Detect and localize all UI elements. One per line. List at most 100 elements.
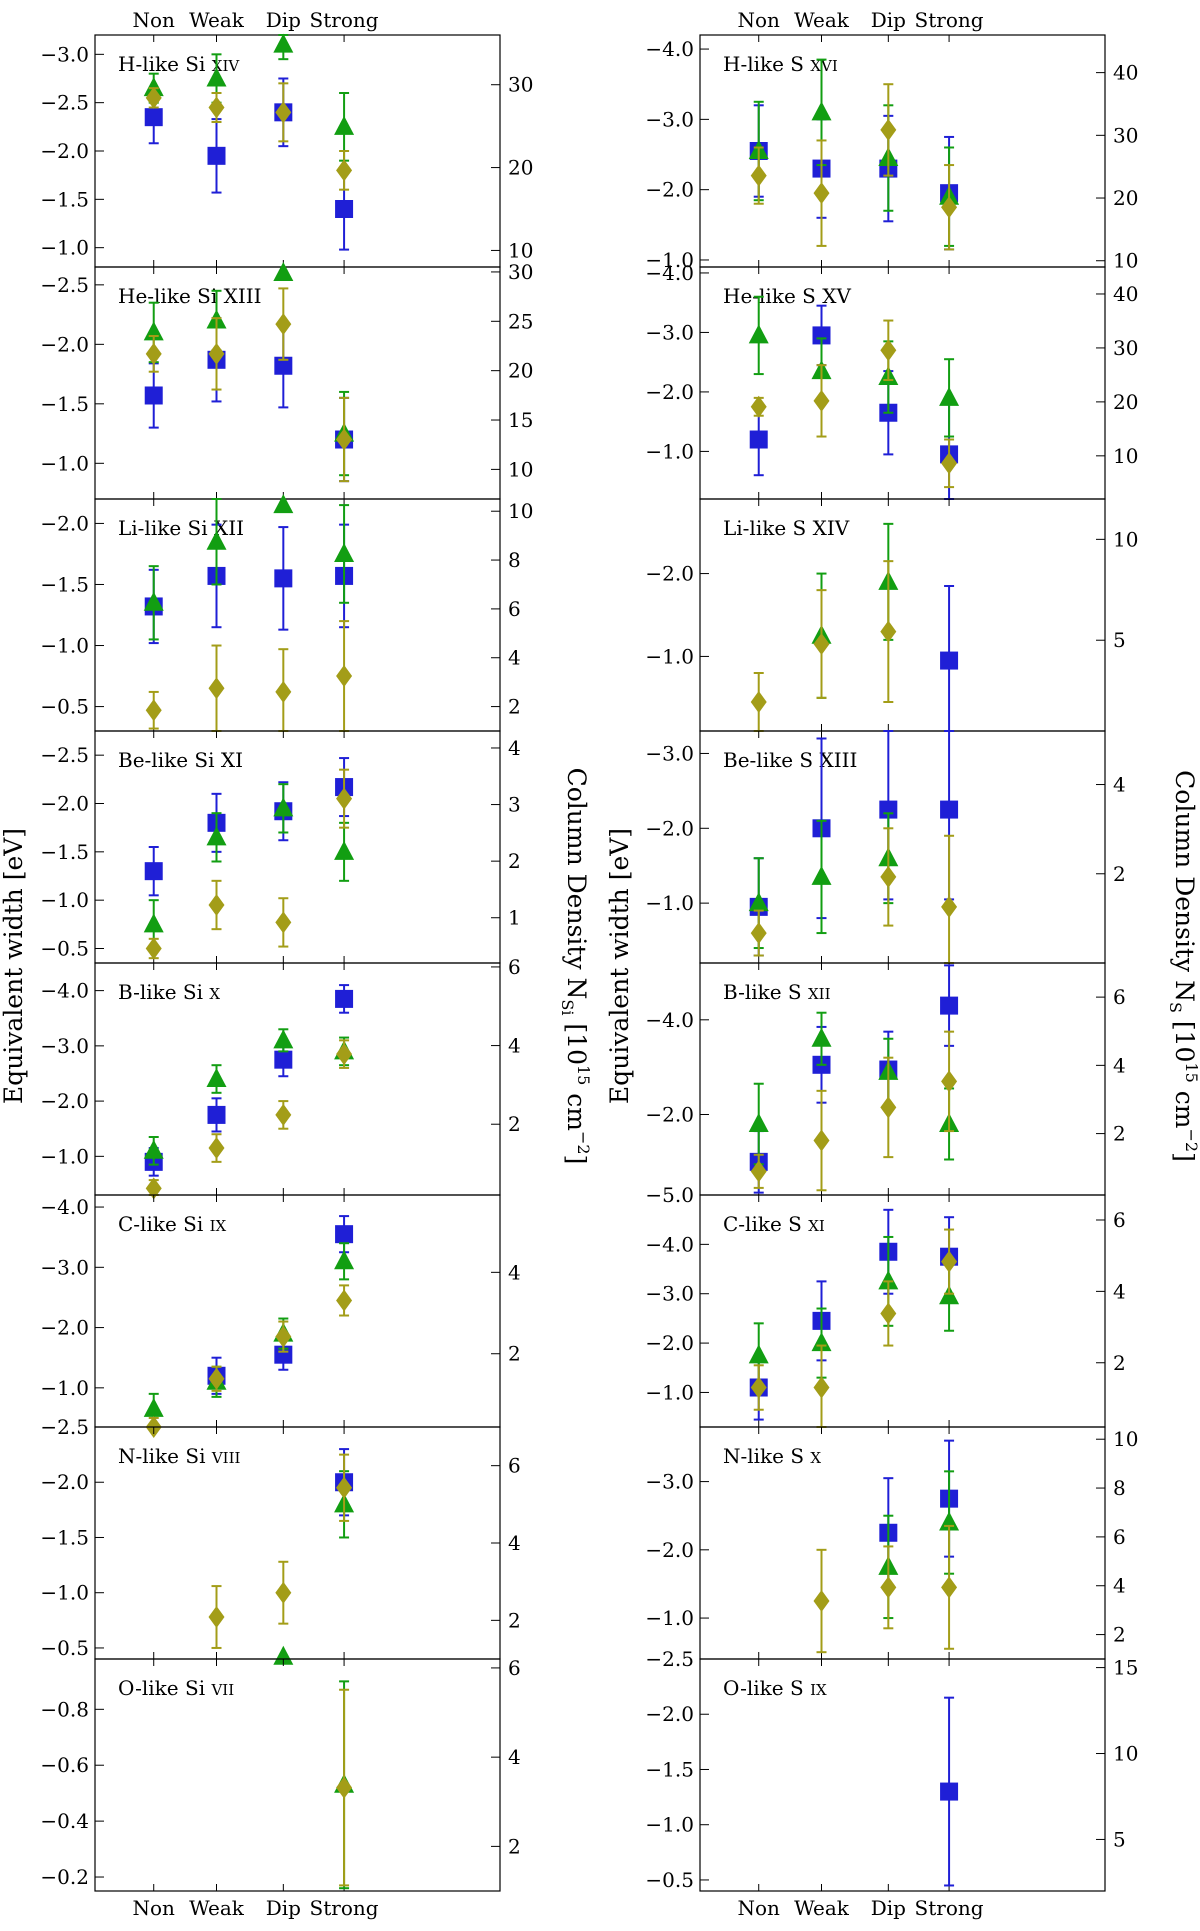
diamond-marker (208, 1367, 225, 1390)
bottom-category-label: Weak (189, 1896, 245, 1920)
right-tick-label: 4 (508, 646, 521, 670)
right-tick-label: 2 (508, 695, 521, 719)
top-category-label: Weak (794, 8, 850, 32)
triangle-marker (878, 1270, 899, 1290)
right-tick-label: 2 (1113, 862, 1126, 886)
square-marker (940, 996, 959, 1015)
panel-li-like-s-xiv: −1.0 −2.0 5 10 Li-like S XIV (645, 498, 1138, 732)
right-tick-label: 2 (508, 1112, 521, 1136)
left-tick-label: −2.5 (40, 273, 89, 297)
diamond-marker (208, 1137, 225, 1160)
right-tick-label: 10 (508, 238, 533, 262)
left-tick-label: −1.5 (40, 187, 89, 211)
diamond-marker (336, 1776, 353, 1799)
panel-li-like-si-xii: −0.5 −1.0 −1.5 −2.0 2 4 6 8 10 Li-like Si XII (40, 494, 533, 732)
panel-title: H-like S XVI (723, 52, 838, 76)
left-tick-label: −1.0 (40, 888, 89, 912)
right-tick-label: 20 (508, 156, 533, 180)
right-tick-label: 1 (508, 906, 521, 930)
right-tick-label: 10 (1113, 1742, 1138, 1766)
square-marker (335, 200, 354, 218)
triangle-marker (273, 261, 294, 281)
right-tick-label: 6 (508, 1656, 521, 1680)
diamond-marker (941, 1070, 958, 1093)
right-tick-label: 30 (508, 73, 533, 97)
left-tick-label: −1.0 (40, 451, 89, 475)
diamond-marker (275, 1581, 292, 1604)
diamond-marker (208, 1606, 225, 1629)
square-marker (207, 146, 226, 165)
right-tick-label: 10 (508, 499, 533, 523)
left-tick-label: −2.0 (40, 792, 89, 816)
panel-he-like-s-xv: −1.0 −2.0 −3.0 −4.0 10 20 30 40 He-like S XV (645, 261, 1138, 500)
left-tick-label: −2.0 (645, 178, 694, 202)
right-tick-label: 5 (1113, 628, 1126, 652)
square-marker (749, 430, 768, 449)
diamond-marker (750, 1160, 767, 1183)
left-tick-label: −2.0 (645, 380, 694, 404)
left-tick-label: −0.5 (40, 1636, 89, 1660)
bottom-category-label: Strong (310, 1896, 379, 1920)
right-ylabel-s: Column Density NS [1015 cm−2] (1166, 770, 1200, 1162)
right-tick-label: 10 (1113, 444, 1138, 468)
diamond-marker (336, 428, 353, 451)
square-marker (274, 1050, 293, 1069)
panel-title: He-like Si XIII (118, 284, 262, 308)
square-marker (274, 1345, 293, 1364)
left-tick-label: −2.0 (40, 1089, 89, 1113)
diamond-marker (275, 680, 292, 703)
right-tick-label: 6 (1113, 985, 1126, 1009)
diamond-marker (336, 1043, 353, 1066)
diamond-marker (813, 182, 830, 205)
left-tick-label: −1.0 (40, 1144, 89, 1168)
left-tick-label: −3.0 (40, 1255, 89, 1279)
triangle-marker (273, 1029, 294, 1049)
right-tick-label: 2 (1113, 1122, 1126, 1146)
right-ylabel-si: Column Density NSi [1015 cm−2] (558, 768, 593, 1165)
right-tick-label: 20 (1113, 186, 1138, 210)
left-tick-label: −2.5 (40, 91, 89, 115)
panel-h-like-si-xiv: −1.0 −1.5 −2.0 −2.5 −3.0 10 20 30 Non Weak Dip Stro… (40, 8, 533, 268)
panel-title: N-like S X (723, 1444, 821, 1468)
left-tick-label: −2.0 (40, 139, 89, 163)
diamond-marker (275, 1325, 292, 1348)
diamond-marker (750, 922, 767, 945)
left-tick-label: −1.0 (645, 1606, 694, 1630)
right-tick-label: 30 (508, 260, 533, 284)
panel-o-like-s-ix: −0.5 −1.0 −1.5 −2.0 −2.5 5 10 15 Non Weak Dip Stron… (645, 1647, 1138, 1920)
right-tick-label: 10 (1113, 527, 1138, 551)
square-marker (274, 356, 293, 375)
right-tick-label: 40 (1113, 61, 1138, 85)
top-category-label: Non (738, 8, 781, 32)
panel-title: Be-like S XIII (723, 748, 857, 772)
left-tick-label: −2.5 (40, 1415, 89, 1439)
triangle-marker (748, 324, 769, 344)
right-tick-label: 4 (508, 736, 521, 760)
right-tick-label: 4 (508, 1260, 521, 1284)
diamond-marker (813, 1376, 830, 1399)
diamond-marker (941, 196, 958, 219)
right-tick-label: 4 (508, 1745, 521, 1769)
triangle-marker (811, 865, 832, 885)
left-tick-label: −2.0 (645, 1702, 694, 1726)
left-tick-label: −2.0 (40, 1470, 89, 1494)
diamond-marker (750, 1376, 767, 1399)
square-marker (144, 862, 163, 881)
diamond-marker (336, 665, 353, 688)
triangle-marker (334, 115, 355, 135)
panel-title: He-like S XV (723, 284, 851, 308)
left-tick-label: −4.0 (645, 1008, 694, 1032)
left-tick-label: −4.0 (40, 1195, 89, 1219)
left-ylabel-si: Equivalent width [eV] (0, 828, 28, 1104)
triangle-marker (206, 67, 227, 87)
right-tick-label: 10 (1113, 249, 1138, 273)
diamond-marker (880, 620, 897, 643)
diamond-marker (336, 1289, 353, 1312)
diamond-marker (145, 86, 162, 109)
triangle-marker (273, 33, 294, 53)
triangle-marker (273, 494, 294, 514)
left-tick-label: −2.5 (40, 743, 89, 767)
square-marker (144, 386, 163, 405)
diamond-marker (336, 787, 353, 810)
panel-title: O-like S IX (723, 1676, 827, 1700)
